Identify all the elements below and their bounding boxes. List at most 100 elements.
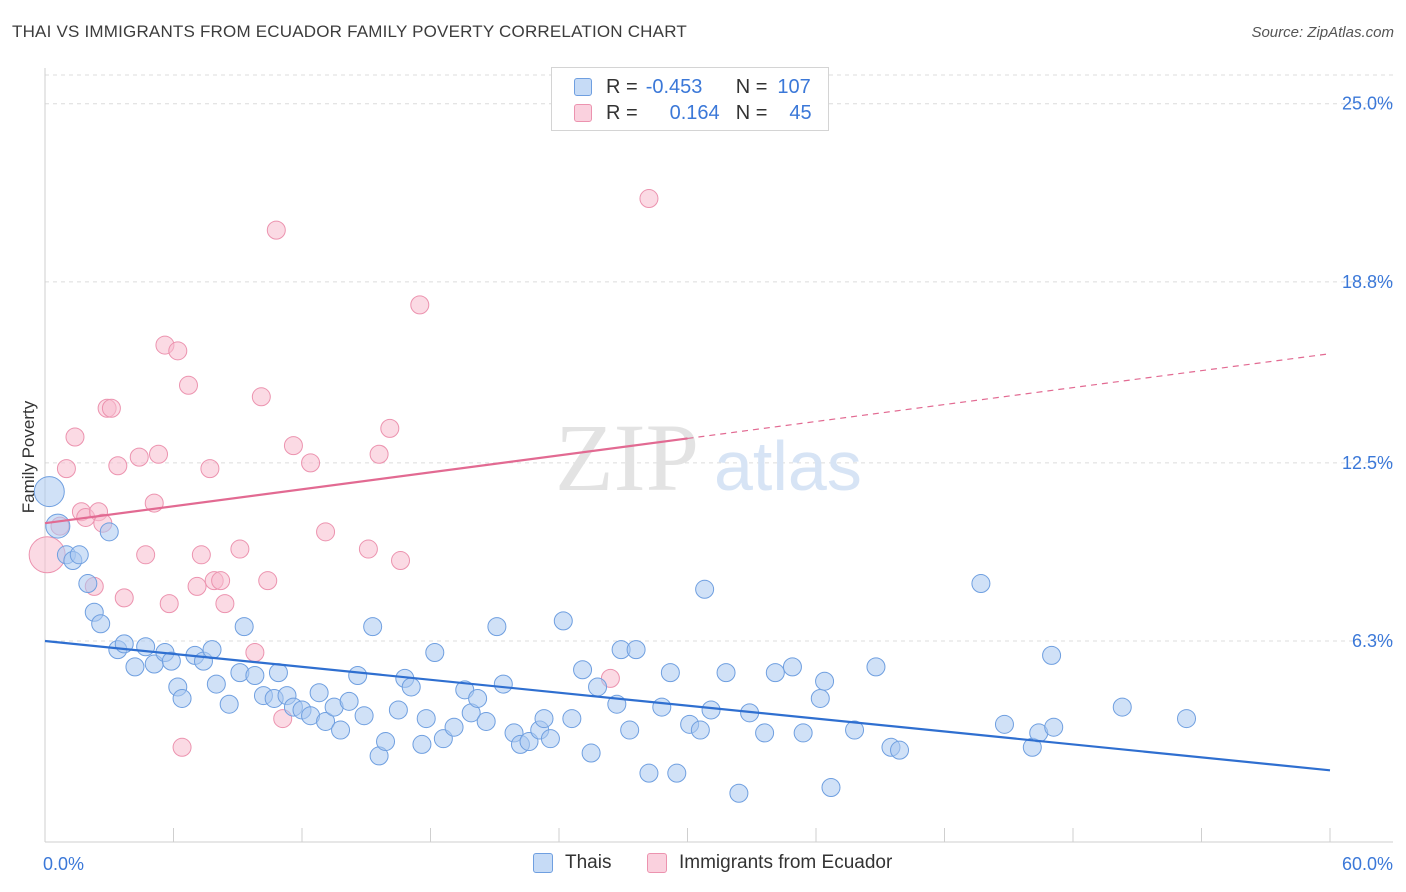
ecuador-point: [369, 444, 389, 464]
thais-point: [581, 743, 601, 763]
thais-point: [487, 617, 507, 637]
legend-row-thais: R = -0.453 N = 107: [574, 75, 811, 99]
thais-point: [573, 660, 593, 680]
thais-point: [562, 709, 582, 729]
thais-point: [553, 611, 573, 631]
ecuador-point: [56, 459, 76, 479]
ecuador-point: [283, 436, 303, 456]
thais-point: [755, 723, 775, 743]
source-label: Source: ZipAtlas.com: [1251, 24, 1394, 41]
thais-point: [316, 711, 336, 731]
thais-point: [476, 711, 496, 731]
watermark-atlas: atlas: [714, 427, 862, 505]
legend-row-ecuador: R = 0.164 N = 45: [574, 101, 812, 125]
thais-point: [309, 683, 329, 703]
r-value: -0.453: [645, 75, 703, 98]
y-tick-label: 18.8%: [1342, 272, 1393, 292]
ecuador-point: [358, 539, 378, 559]
thais-point: [971, 574, 991, 594]
r-label: R =: [606, 101, 638, 124]
gridlines: [45, 74, 1393, 642]
thais-point: [540, 729, 560, 749]
r-label: R =: [606, 75, 638, 98]
thais-point: [1042, 645, 1062, 665]
ecuador-point: [301, 453, 321, 473]
ecuador-point: [639, 189, 659, 209]
thais-swatch: [574, 78, 592, 96]
ecuador-point: [200, 459, 220, 479]
correlation-legend: R = -0.453 N = 107 R = 0.164 N = 45: [551, 67, 829, 131]
ecuador-point: [266, 220, 286, 240]
thais-point: [161, 651, 181, 671]
ecuador-point: [172, 737, 192, 757]
thais-point: [331, 720, 351, 740]
thais-point: [716, 663, 736, 683]
ecuador-point: [410, 295, 430, 315]
thais-point: [690, 720, 710, 740]
ecuador-legend-swatch: [647, 853, 667, 873]
thais-point: [695, 579, 715, 599]
ecuador-point: [114, 588, 134, 608]
thais-point: [994, 714, 1014, 734]
thais-point: [33, 476, 65, 508]
thais-point: [219, 694, 239, 714]
ecuador-point: [149, 444, 169, 464]
thais-point: [667, 763, 687, 783]
thais-point: [348, 665, 368, 685]
ecuador-point: [178, 375, 198, 395]
y-axis-label: Family Poverty: [19, 400, 38, 513]
ecuador-point: [245, 642, 265, 662]
ecuador-point: [159, 594, 179, 614]
ecuador-point: [129, 447, 149, 467]
thais-point: [493, 674, 513, 694]
thais-point: [639, 763, 659, 783]
thais-point: [206, 674, 226, 694]
thais-point: [416, 709, 436, 729]
axes: [44, 68, 1393, 843]
watermark: ZIP atlas: [555, 404, 862, 511]
thais-point: [793, 723, 813, 743]
thais-point: [701, 700, 721, 720]
thais-point: [620, 720, 640, 740]
thais-point: [91, 614, 111, 634]
ecuador-swatch: [574, 104, 592, 122]
thais-point: [534, 709, 554, 729]
n-label: N =: [735, 75, 768, 98]
ecuador-point: [136, 545, 156, 565]
ecuador-point: [191, 545, 211, 565]
trend-lines: [44, 353, 1331, 772]
thais-point: [626, 640, 646, 660]
thais-point: [765, 663, 785, 683]
y-axis-tick-labels: 6.3% 12.5% 18.8% 25.0%: [1342, 94, 1393, 651]
ecuador-point: [187, 576, 207, 596]
thais-point: [268, 663, 288, 683]
ecuador-point: [391, 551, 411, 571]
thais-point: [78, 574, 98, 594]
ecuador-point: [211, 571, 231, 591]
thais-point: [339, 691, 359, 711]
n-value: 107: [777, 75, 811, 98]
thais-point: [660, 663, 680, 683]
thais-legend-swatch: [533, 853, 553, 873]
thais-point: [815, 671, 835, 691]
thais-point: [866, 657, 886, 677]
thais-point: [1112, 697, 1132, 717]
ecuador-trend-line: [44, 437, 688, 525]
ecuador-point: [168, 341, 188, 361]
ecuador-point: [101, 398, 121, 418]
thais-point: [652, 697, 672, 717]
legend-label-ecuador: Immigrants from Ecuador: [679, 852, 893, 873]
thais-trend-line: [44, 639, 1331, 772]
n-label: N =: [735, 101, 768, 124]
thais-point: [468, 688, 488, 708]
y-tick-label: 6.3%: [1352, 631, 1393, 651]
n-value: 45: [789, 101, 812, 124]
thais-point: [202, 640, 222, 660]
thais-point: [845, 720, 865, 740]
watermark-zip: ZIP: [555, 404, 699, 511]
x-tick-label-max: 60.0%: [1342, 854, 1393, 874]
thais-point: [444, 717, 464, 737]
thais-point: [125, 657, 145, 677]
thais-point: [729, 783, 749, 803]
